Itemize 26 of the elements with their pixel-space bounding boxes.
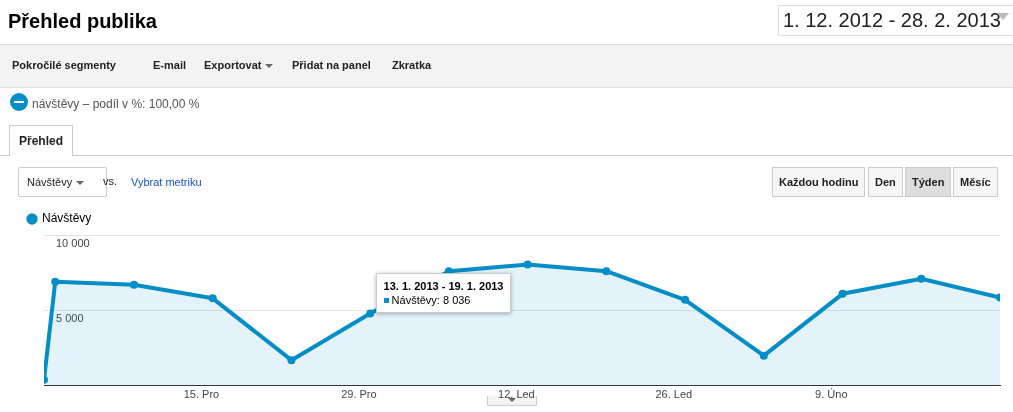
legend-label: Návštěvy xyxy=(42,211,92,226)
text: Každou hodinu xyxy=(772,167,866,197)
x-tick-label: 29. Pro xyxy=(341,388,377,401)
x-tick-label: 26. Led xyxy=(655,388,693,401)
annotation: 13. 1. 2013 - 19. 1. 2013 xyxy=(383,278,504,293)
text: Týden xyxy=(905,167,952,197)
text: Pokročilé segmenty xyxy=(12,59,116,71)
x-tick-label: 15. Pro xyxy=(183,388,220,401)
text: návštěvy – podíl v %: 100,00 % xyxy=(32,97,200,111)
x-tick-label: 9. Úno xyxy=(815,388,848,401)
text: Přidat na panel xyxy=(292,59,371,71)
text: Den xyxy=(868,167,903,197)
chart-title: Přehled publika xyxy=(8,10,157,33)
text: Přehled xyxy=(9,125,74,156)
x-tick-label: 12. Led xyxy=(498,388,535,401)
annotation: Návštěvy: 8 036 xyxy=(391,293,471,306)
text: 1. 12. 2012 - 28. 2. 2013 xyxy=(778,5,1013,36)
y-tick-label: 5 000 xyxy=(56,312,84,325)
text: Měsíc xyxy=(953,167,998,197)
text: Vybrat metriku xyxy=(131,176,202,188)
text: Exportovat xyxy=(204,59,263,71)
y-tick-label: 10 000 xyxy=(56,237,90,250)
text: Zkratka xyxy=(392,59,432,71)
text: Návštěvy xyxy=(27,176,73,188)
text: E-mail xyxy=(153,59,187,71)
text: vs. xyxy=(103,175,118,187)
